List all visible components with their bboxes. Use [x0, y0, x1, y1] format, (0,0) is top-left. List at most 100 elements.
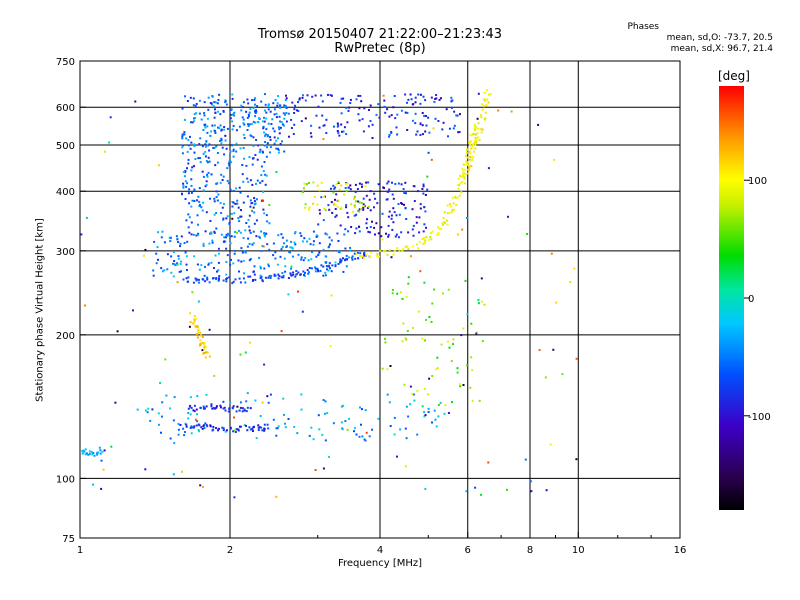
- data-point: [230, 113, 233, 116]
- data-point: [261, 280, 264, 283]
- data-point: [263, 267, 266, 270]
- data-point: [553, 158, 556, 161]
- data-point: [478, 399, 481, 402]
- data-point: [387, 233, 390, 236]
- data-point: [242, 118, 245, 121]
- data-point: [475, 126, 478, 129]
- data-point: [262, 190, 265, 193]
- data-point: [258, 117, 260, 120]
- data-point: [178, 270, 181, 273]
- data-point: [423, 114, 426, 117]
- data-point: [203, 274, 206, 277]
- data-point: [388, 249, 391, 252]
- data-point: [204, 265, 206, 268]
- data-point: [231, 97, 234, 100]
- data-point: [419, 207, 422, 210]
- data-point: [294, 104, 297, 107]
- data-point: [386, 182, 389, 185]
- data-point: [98, 446, 101, 449]
- data-point: [416, 130, 419, 133]
- data-point: [318, 242, 321, 245]
- data-point: [480, 277, 483, 280]
- data-point: [390, 256, 393, 259]
- data-point: [367, 181, 370, 184]
- data-point: [418, 240, 421, 243]
- data-point: [311, 251, 313, 253]
- data-point: [189, 426, 192, 429]
- data-point: [474, 486, 477, 489]
- data-point: [345, 182, 348, 184]
- data-point: [194, 418, 197, 421]
- data-point: [225, 280, 228, 283]
- data-point: [217, 126, 219, 129]
- data-point: [144, 468, 147, 471]
- data-point: [423, 281, 426, 284]
- data-point: [247, 124, 250, 127]
- data-point: [340, 259, 343, 262]
- data-point: [345, 183, 347, 186]
- data-point: [204, 280, 207, 283]
- data-point: [409, 403, 412, 406]
- data-point: [432, 127, 435, 130]
- data-point: [199, 344, 202, 347]
- data-point: [337, 131, 340, 134]
- data-point: [199, 339, 202, 342]
- data-point: [315, 234, 318, 237]
- data-point: [252, 206, 255, 209]
- data-point: [235, 142, 238, 145]
- data-point: [198, 200, 201, 203]
- data-point: [202, 343, 205, 346]
- data-point: [185, 137, 188, 140]
- data-point: [382, 94, 385, 97]
- data-point: [480, 131, 483, 134]
- data-point: [189, 321, 192, 324]
- data-point: [474, 137, 477, 139]
- data-point: [322, 138, 325, 141]
- data-point: [261, 401, 264, 404]
- data-point: [376, 253, 379, 255]
- colorbar-tick-label: -100: [748, 412, 771, 423]
- data-point: [222, 279, 225, 282]
- data-point: [136, 408, 139, 411]
- data-point: [247, 113, 250, 116]
- data-point: [387, 224, 390, 227]
- data-point: [279, 143, 282, 145]
- data-point: [473, 123, 476, 126]
- data-point: [187, 139, 190, 141]
- data-point: [302, 187, 305, 190]
- data-point: [183, 434, 186, 437]
- data-point: [446, 223, 449, 226]
- data-point: [355, 98, 358, 101]
- data-point: [424, 339, 426, 342]
- data-point: [277, 126, 280, 129]
- data-point: [406, 111, 409, 114]
- data-point: [274, 257, 277, 260]
- data-point: [193, 315, 196, 317]
- data-point: [228, 164, 231, 167]
- data-point: [190, 221, 193, 224]
- data-point: [416, 389, 419, 392]
- data-point: [209, 197, 211, 200]
- data-point: [100, 487, 103, 490]
- data-point: [384, 250, 387, 253]
- data-point: [237, 259, 240, 262]
- data-point: [235, 187, 237, 190]
- data-point: [467, 164, 470, 167]
- data-point: [238, 409, 241, 412]
- data-point: [477, 302, 480, 305]
- data-point: [275, 171, 278, 173]
- data-point: [227, 410, 230, 413]
- data-point: [399, 291, 402, 294]
- data-point: [395, 233, 398, 236]
- data-point: [219, 181, 222, 184]
- data-point: [242, 147, 245, 149]
- data-point: [575, 357, 578, 360]
- data-point: [317, 105, 320, 108]
- data-point: [270, 274, 273, 277]
- data-point: [478, 139, 481, 142]
- data-point: [261, 279, 264, 282]
- y-tick-label: 750: [56, 57, 75, 68]
- data-point: [330, 294, 333, 297]
- data-point: [240, 260, 243, 263]
- data-point: [235, 129, 238, 132]
